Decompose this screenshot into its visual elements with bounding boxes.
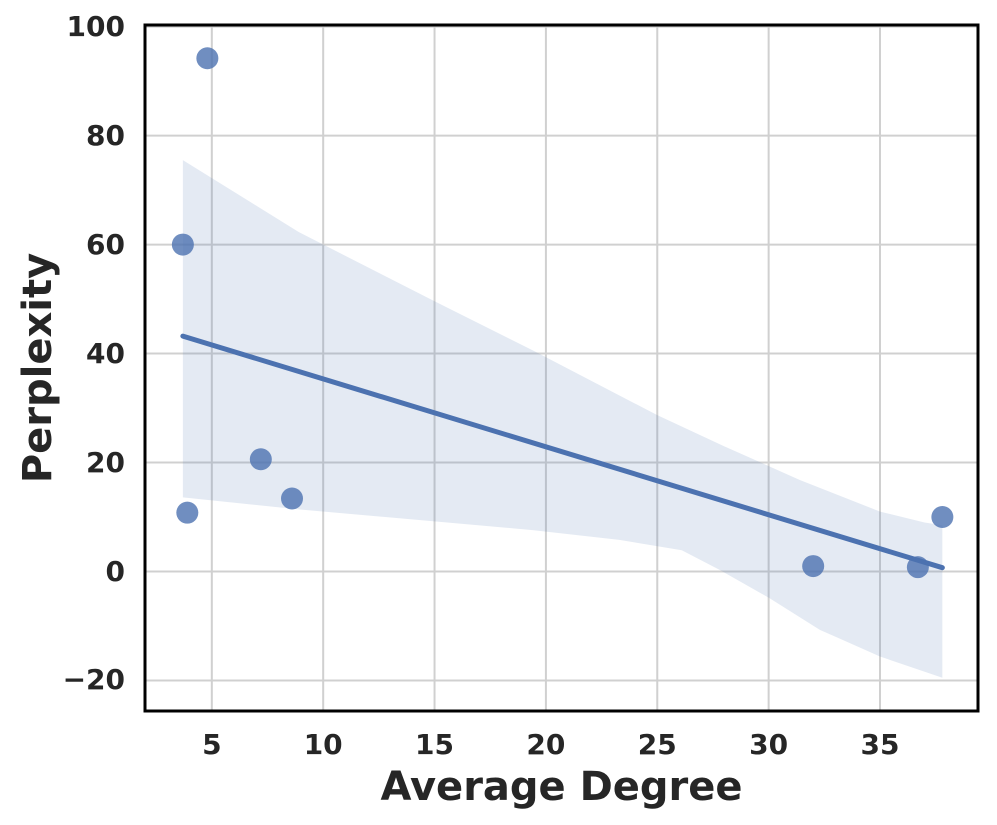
x-tick-label: 30 xyxy=(749,728,789,761)
y-tick-label: 80 xyxy=(86,118,125,152)
regression-line xyxy=(180,333,945,571)
x-tick-label: 5 xyxy=(202,728,222,761)
confidence-band-area xyxy=(182,160,943,678)
x-tick-label: 15 xyxy=(415,728,455,761)
data-point xyxy=(249,448,272,471)
scatter-points xyxy=(171,47,954,579)
data-point xyxy=(802,555,825,578)
confidence-band xyxy=(182,160,943,678)
data-point xyxy=(931,506,954,529)
data-point xyxy=(171,233,194,256)
y-tick-label: −20 xyxy=(62,663,125,697)
x-axis-label: Average Degree xyxy=(380,764,743,810)
x-tick-label: 25 xyxy=(637,728,677,761)
data-point xyxy=(906,556,929,579)
x-tick-label: 10 xyxy=(303,728,343,761)
y-tick-label: 100 xyxy=(66,9,125,43)
x-tick-label: 20 xyxy=(526,728,566,761)
axes-spines xyxy=(143,23,980,713)
data-point xyxy=(176,501,199,524)
regression-fit-line xyxy=(180,333,945,571)
x-tick-label: 35 xyxy=(860,728,900,761)
data-point xyxy=(196,47,219,70)
y-tick-label: 20 xyxy=(86,445,125,479)
data-point xyxy=(281,487,303,510)
y-axis-label: Perplexity xyxy=(15,252,61,484)
gridlines xyxy=(145,25,978,711)
y-tick-label: 40 xyxy=(86,336,125,370)
y-tick-label: 0 xyxy=(105,554,125,588)
y-tick-label: 60 xyxy=(86,227,125,261)
plot-frame xyxy=(143,23,980,713)
